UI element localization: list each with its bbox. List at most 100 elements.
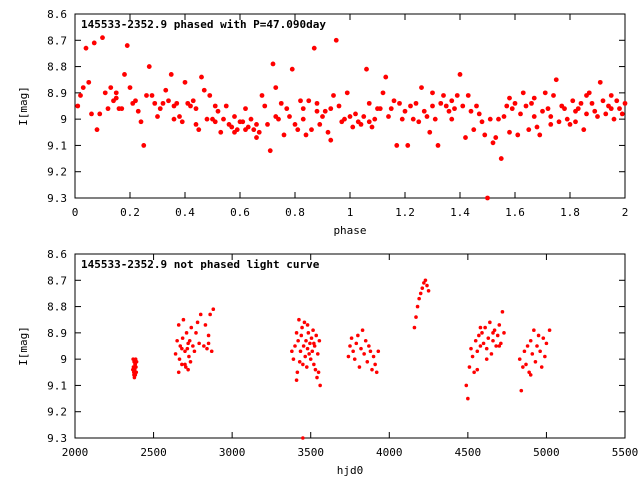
data-point bbox=[215, 108, 221, 114]
data-point bbox=[496, 116, 501, 122]
data-point bbox=[131, 367, 135, 372]
data-point bbox=[305, 323, 310, 327]
data-point bbox=[97, 111, 103, 117]
data-point bbox=[544, 341, 549, 346]
data-point bbox=[186, 367, 190, 372]
data-point bbox=[346, 354, 351, 359]
y-tick-label: 8.7 bbox=[47, 34, 67, 47]
data-point bbox=[562, 106, 567, 112]
data-point bbox=[78, 93, 83, 98]
data-point bbox=[187, 354, 191, 359]
data-point bbox=[534, 124, 540, 130]
data-point bbox=[166, 98, 171, 104]
data-point bbox=[531, 95, 537, 101]
plot-frame bbox=[74, 253, 626, 439]
data-point bbox=[498, 156, 504, 161]
data-point bbox=[314, 108, 320, 114]
data-point bbox=[480, 331, 484, 335]
data-point bbox=[240, 119, 246, 125]
data-point bbox=[468, 108, 474, 114]
data-point bbox=[423, 278, 428, 283]
data-point bbox=[397, 100, 402, 106]
data-points bbox=[75, 35, 628, 201]
data-point bbox=[298, 349, 303, 354]
data-point bbox=[189, 325, 194, 330]
data-point bbox=[438, 100, 444, 106]
x-tick-label: 1.2 bbox=[395, 206, 415, 219]
data-point bbox=[309, 127, 314, 133]
data-point bbox=[149, 93, 155, 98]
data-point bbox=[592, 108, 598, 114]
data-point bbox=[349, 336, 354, 340]
data-point bbox=[86, 79, 92, 85]
data-point bbox=[350, 124, 356, 130]
data-point bbox=[342, 116, 347, 122]
data-point bbox=[281, 132, 287, 138]
data-point bbox=[539, 365, 544, 369]
y-tick-label: 8.6 bbox=[47, 8, 67, 21]
data-point bbox=[515, 132, 521, 138]
data-point bbox=[289, 66, 295, 72]
data-point bbox=[512, 100, 518, 106]
data-point bbox=[294, 331, 299, 335]
data-point bbox=[418, 291, 423, 296]
data-point bbox=[197, 341, 201, 346]
data-point bbox=[524, 362, 528, 367]
y-tick-label: 9 bbox=[60, 113, 67, 126]
data-point bbox=[362, 352, 366, 356]
data-point bbox=[133, 362, 137, 367]
data-point bbox=[608, 106, 614, 112]
data-point bbox=[138, 119, 144, 125]
data-point bbox=[419, 85, 424, 90]
data-point bbox=[302, 320, 307, 325]
data-point bbox=[527, 370, 531, 375]
data-point bbox=[207, 93, 213, 98]
data-point bbox=[489, 352, 494, 356]
data-point bbox=[185, 346, 190, 351]
data-point bbox=[160, 100, 166, 106]
y-axis: 8.6 8.7 8.8 8.9 9 9.1 9.2 9.3 bbox=[47, 8, 625, 205]
x-axis: 2000 2500 3000 3500 4000 4500 5000 5500 bbox=[62, 254, 638, 459]
data-point bbox=[509, 106, 515, 112]
data-point bbox=[464, 383, 469, 388]
data-point bbox=[441, 93, 446, 98]
data-point bbox=[223, 103, 229, 109]
data-point bbox=[295, 127, 301, 133]
data-point bbox=[476, 111, 482, 117]
data-point bbox=[490, 140, 496, 146]
data-point bbox=[186, 341, 190, 346]
data-point bbox=[528, 338, 533, 343]
x-axis-title: hjd0 bbox=[337, 464, 364, 477]
data-point bbox=[146, 64, 152, 69]
data-point bbox=[278, 100, 284, 106]
data-point bbox=[188, 103, 193, 109]
data-point bbox=[211, 307, 216, 312]
plot-title: 145533-2352.9 phased with P=47.090day bbox=[81, 18, 326, 31]
data-point bbox=[311, 328, 315, 333]
data-point bbox=[180, 336, 185, 340]
data-point bbox=[533, 359, 538, 364]
data-point bbox=[371, 354, 376, 359]
data-point bbox=[176, 370, 181, 375]
data-point bbox=[446, 108, 452, 114]
data-point bbox=[475, 367, 480, 372]
y-tick-label: 8.9 bbox=[47, 87, 67, 100]
data-point bbox=[413, 100, 419, 106]
data-point bbox=[368, 349, 373, 354]
data-point bbox=[358, 122, 364, 127]
data-point bbox=[482, 132, 488, 138]
data-point bbox=[212, 119, 218, 125]
data-point bbox=[296, 338, 300, 343]
data-point bbox=[267, 148, 273, 154]
data-point bbox=[619, 111, 625, 117]
data-point bbox=[290, 349, 294, 354]
x-axis-title: phase bbox=[333, 224, 366, 237]
data-point bbox=[388, 106, 394, 112]
data-point bbox=[414, 315, 418, 319]
data-point bbox=[373, 362, 377, 367]
data-point bbox=[201, 87, 207, 93]
data-point bbox=[209, 349, 214, 354]
data-point bbox=[520, 90, 526, 96]
data-point bbox=[317, 338, 322, 343]
data-point bbox=[622, 100, 628, 106]
